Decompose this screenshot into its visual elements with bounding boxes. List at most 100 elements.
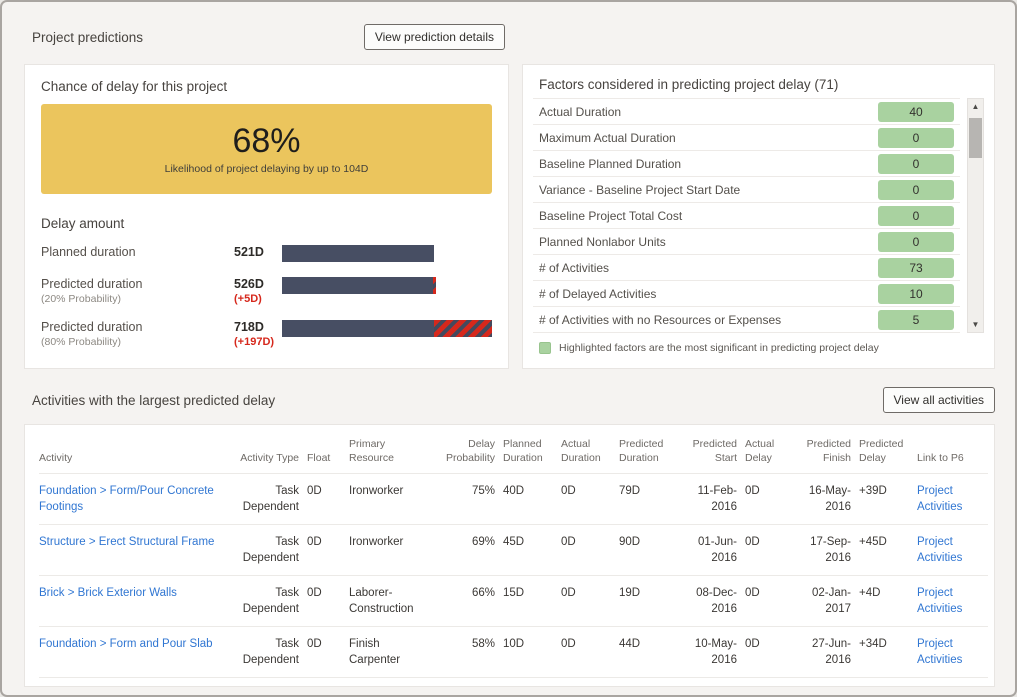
factor-row: # of Activities 73 [533, 255, 960, 281]
cell-predicted-finish: 17-Sep-2016 [795, 524, 859, 576]
col-header-actual-delay: Actual Delay [745, 438, 775, 465]
col-header-planned-duration: Planned Duration [503, 438, 543, 465]
cell-predicted-duration: 19D [619, 575, 681, 627]
col-header-link-to-p6: Link to P6 [917, 452, 964, 465]
cell-predicted-finish: 27-Jun-2016 [795, 626, 859, 679]
factor-row: Maximum Actual Duration 0 [533, 125, 960, 151]
predicted-duration-80-bar [282, 320, 492, 337]
cell-planned-duration: 40D [503, 473, 561, 525]
cell-activity-type: Task Dependent [229, 473, 307, 525]
factor-label: Variance - Baseline Project Start Date [539, 182, 741, 197]
cell-actual-duration: 0D [561, 524, 619, 576]
factor-label: # of Activities with no Resources or Exp… [539, 312, 782, 327]
view-all-activities-button[interactable]: View all activities [882, 387, 995, 413]
col-header-predicted-start: Predicted Start [692, 438, 737, 465]
bar-sublabel: (80% Probability) [41, 336, 121, 348]
factors-panel-title: Factors considered in predicting project… [539, 77, 839, 92]
col-header-predicted-duration: Predicted Duration [619, 438, 664, 465]
cell-float: 0D [307, 575, 349, 627]
bar-value: 526D [234, 277, 264, 291]
factor-row: Actual Duration 40 [533, 99, 960, 125]
col-header-predicted-finish: Predicted Finish [806, 438, 851, 465]
chance-panel-title: Chance of delay for this project [41, 79, 228, 94]
delay-percent: 68% [232, 121, 301, 160]
factor-value-badge: 40 [878, 101, 954, 122]
scrollbar-thumb[interactable] [969, 118, 982, 158]
cell-actual-delay: 0D [745, 575, 795, 627]
delay-hatch-segment [434, 320, 492, 337]
cell-actual-delay: 0D [745, 524, 795, 576]
col-header-activity-type: Activity Type [240, 452, 299, 465]
factor-value-badge: 0 [878, 205, 954, 226]
cell-primary-resource: Laborer-Construction [349, 575, 441, 627]
activity-link[interactable]: Foundation > Form/Pour Concrete Footings [39, 485, 214, 513]
delay-likelihood-caption: Likelihood of project delaying by up to … [164, 163, 369, 176]
cell-predicted-start: 08-Dec-2016 [681, 575, 745, 627]
p6-link[interactable]: Project Activities [917, 587, 963, 615]
cell-planned-duration: 15D [503, 575, 561, 627]
p6-link[interactable]: Project Activities [917, 638, 963, 666]
cell-delay-probability: 75% [441, 473, 503, 525]
cell-delay-probability: 58% [441, 626, 503, 679]
scroll-up-icon[interactable]: ▲ [971, 102, 980, 111]
factor-row: Baseline Project Total Cost 0 [533, 203, 960, 229]
factor-value-badge: 5 [878, 309, 954, 330]
legend-text: Highlighted factors are the most signifi… [559, 342, 879, 354]
delay-chance-box: 68% Likelihood of project delaying by up… [41, 104, 492, 194]
cell-actual-duration: 0D [561, 473, 619, 525]
activity-link[interactable]: Foundation > Form and Pour Slab [39, 638, 213, 651]
factors-list: Actual Duration 40 Maximum Actual Duratio… [533, 98, 960, 333]
activity-link[interactable]: Structure > Erect Structural Frame [39, 536, 215, 549]
factor-row: Variance - Baseline Project Start Date 0 [533, 177, 960, 203]
highlight-legend-swatch [539, 342, 551, 354]
factor-label: # of Delayed Activities [539, 286, 657, 301]
planned-duration-row: Planned duration 521D [41, 245, 492, 262]
cell-predicted-finish: 16-May-2016 [795, 473, 859, 525]
cell-float: 0D [307, 626, 349, 679]
chance-of-delay-panel: Chance of delay for this project 68% Lik… [24, 64, 509, 369]
bar-sublabel: (20% Probability) [41, 293, 121, 305]
cell-predicted-duration: 90D [619, 524, 681, 576]
cell-activity-type: Task Dependent [229, 575, 307, 627]
activities-table-panel: Activity Activity Type Float Primary Res… [24, 424, 995, 688]
cell-primary-resource: Ironworker [349, 524, 441, 576]
activities-header: Activities with the largest predicted de… [24, 387, 995, 413]
predicted-duration-80-row: Predicted duration (80% Probability) 718… [41, 320, 492, 348]
factor-value-badge: 0 [878, 179, 954, 200]
bar-value: 718D [234, 320, 264, 334]
cell-delay-probability: 69% [441, 524, 503, 576]
cell-predicted-start: 01-Jun-2016 [681, 524, 745, 576]
delay-amount-title: Delay amount [41, 216, 125, 231]
factor-label: Planned Nonlabor Units [539, 234, 666, 249]
p6-link[interactable]: Project Activities [917, 536, 963, 564]
factor-row: Planned Nonlabor Units 0 [533, 229, 960, 255]
factor-value-badge: 73 [878, 257, 954, 278]
col-header-primary-resource: Primary Resource [349, 438, 394, 465]
view-prediction-details-button[interactable]: View prediction details [363, 24, 505, 50]
factor-label: Baseline Planned Duration [539, 156, 682, 171]
predicted-duration-20-bar [282, 277, 436, 294]
cell-predicted-duration: 79D [619, 473, 681, 525]
col-header-float: Float [307, 452, 331, 465]
activity-link[interactable]: Brick > Brick Exterior Walls [39, 587, 177, 600]
page-title: Project predictions [32, 29, 144, 45]
table-row: Foundation > Form/Pour Concrete Footings… [39, 473, 988, 525]
cell-predicted-delay: +45D [859, 524, 917, 576]
bar-label: Planned duration [41, 245, 136, 259]
cell-actual-delay: 0D [745, 626, 795, 679]
factor-label: # of Activities [539, 260, 610, 275]
bar-label: Predicted duration [41, 320, 143, 334]
cell-actual-delay: 0D [745, 473, 795, 525]
planned-duration-bar [282, 245, 435, 262]
col-header-actual-duration: Actual Duration [561, 438, 601, 465]
col-header-predicted-delay: Predicted Delay [859, 438, 904, 465]
cell-activity-type: Task Dependent [229, 626, 307, 679]
delay-hatch-segment [432, 277, 436, 294]
scroll-down-icon[interactable]: ▼ [971, 320, 980, 329]
factors-scrollbar[interactable]: ▲ ▼ [967, 98, 984, 333]
cell-activity-type: Task Dependent [229, 524, 307, 576]
bar-delta: (+197D) [234, 336, 275, 348]
table-row: Structure > Erect Structural Frame Task … [39, 524, 988, 576]
p6-link[interactable]: Project Activities [917, 485, 963, 513]
